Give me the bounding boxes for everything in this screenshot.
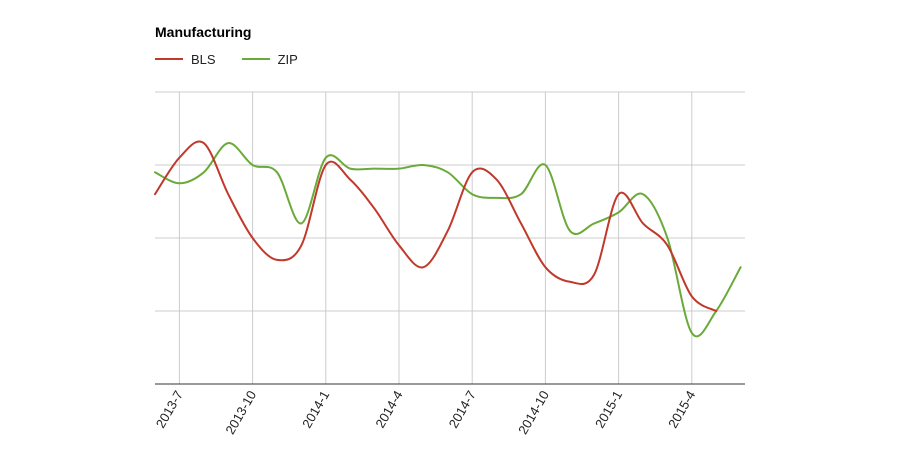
chart-title: Manufacturing [155, 24, 252, 40]
legend-swatch-zip [241, 58, 270, 60]
x-tick-label: 2015-4 [665, 388, 698, 431]
legend-item-bls[interactable]: BLS [155, 52, 216, 67]
x-tick-label: 2014-1 [299, 388, 332, 431]
x-tick-label: 2013-10 [222, 388, 259, 437]
x-tick-label: 2015-1 [592, 388, 625, 431]
legend-label-zip: ZIP [277, 51, 298, 67]
series-line-zip[interactable] [154, 142, 742, 338]
legend-swatch-bls [155, 58, 183, 60]
series-line-bls[interactable] [154, 140, 718, 312]
legend-label-bls: BLS [191, 51, 216, 67]
x-tick-label: 2013-7 [153, 388, 186, 431]
gridlines [155, 91, 745, 384]
x-tick-labels: 2013-7 2013-10 2014-1 2014-4 2014-7 2014-10 20… [153, 388, 699, 437]
legend-item-zip[interactable]: ZIP [241, 51, 298, 67]
legend: BLS ZIP [155, 49, 324, 69]
x-tick-label: 2014-7 [446, 388, 479, 431]
x-tick-label: 2014-4 [372, 388, 405, 431]
series-lines [154, 140, 742, 338]
x-tick-label: 2014-10 [515, 388, 552, 437]
